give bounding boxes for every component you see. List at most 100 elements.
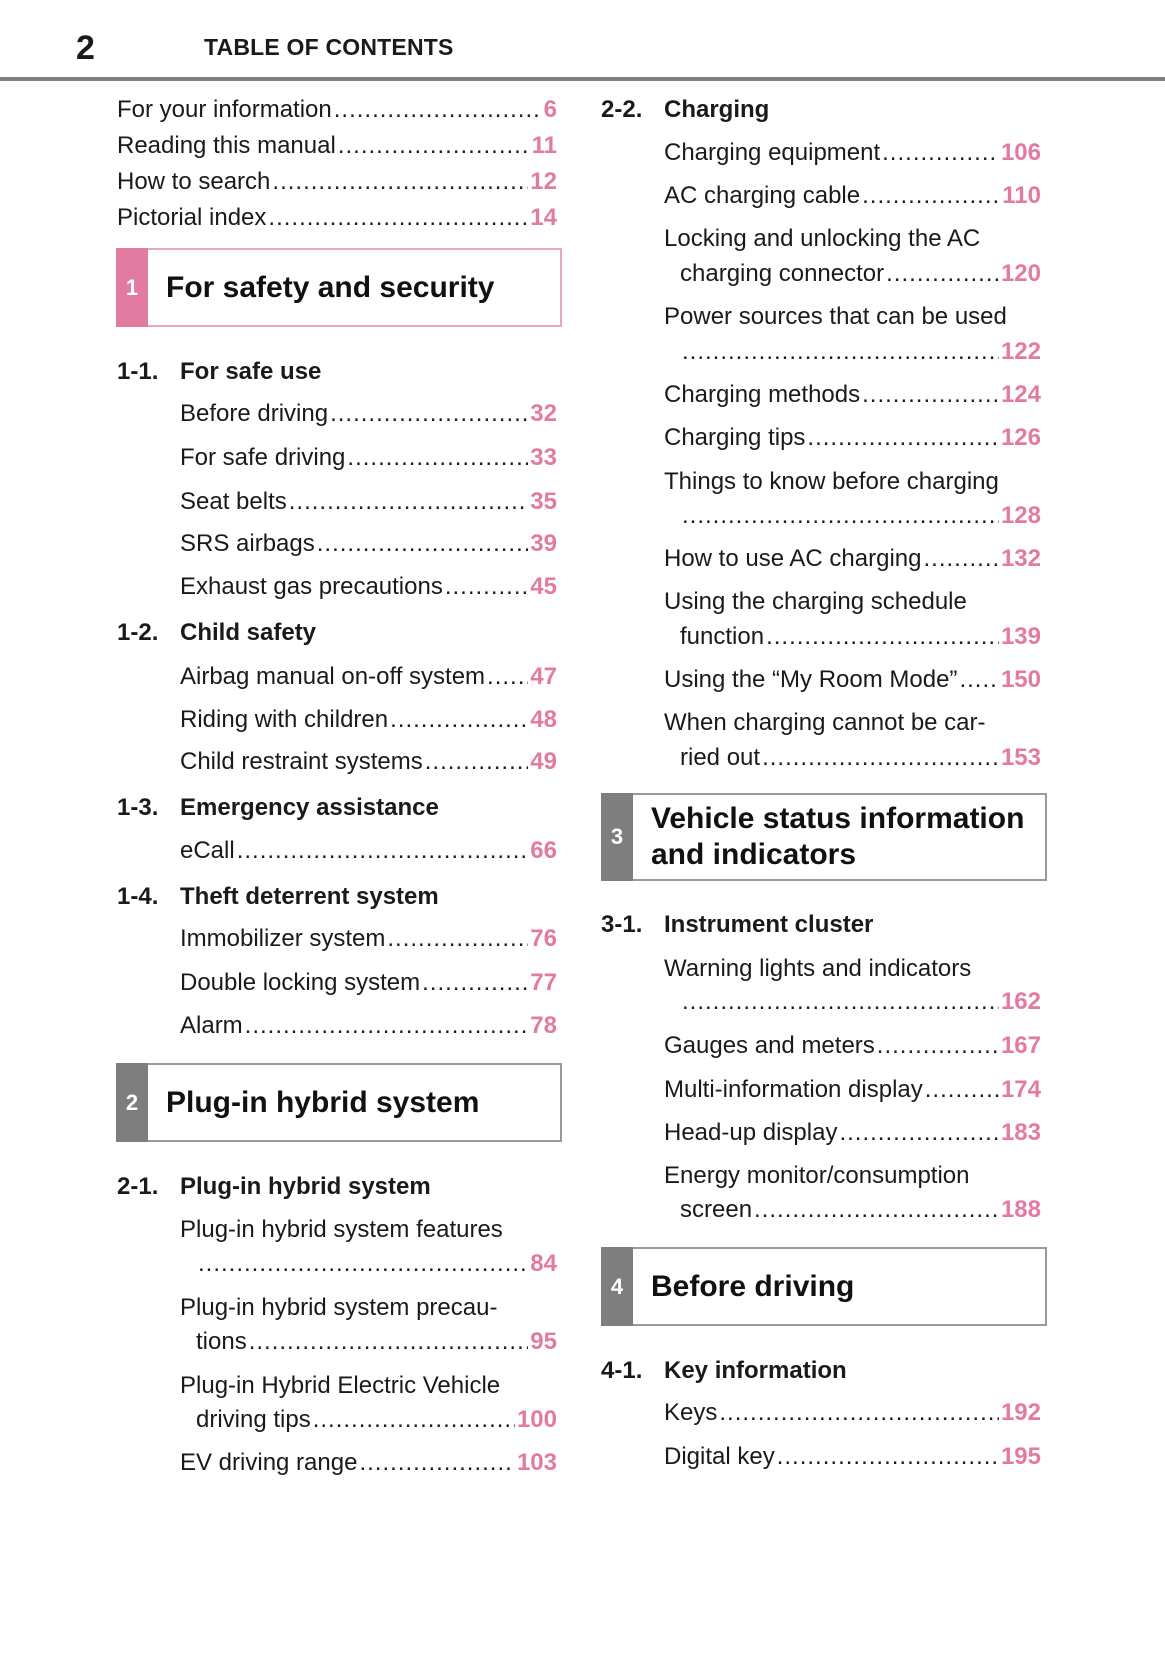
toc-entry-pictorial-index[interactable]: Pictorial index14 xyxy=(117,203,557,233)
toc-entry[interactable]: Seat belts35 xyxy=(180,487,557,517)
toc-entry[interactable]: Gauges and meters167 xyxy=(664,1031,1041,1061)
section-3-1-heading[interactable]: 3-1. Instrument cluster xyxy=(601,911,874,938)
page-ref: 84 xyxy=(530,1250,557,1277)
toc-entry[interactable]: Airbag manual on-off system47 xyxy=(180,662,557,692)
dot-leader xyxy=(682,987,999,1017)
page-ref: 162 xyxy=(1000,988,1041,1015)
page-ref: 47 xyxy=(530,663,557,690)
toc-entry[interactable]: 128 xyxy=(680,501,1041,531)
toc-entry[interactable]: 162 xyxy=(680,987,1041,1017)
section-1-3-heading[interactable]: 1-3. Emergency assistance xyxy=(117,794,439,821)
toc-entry[interactable]: function139 xyxy=(680,622,1041,652)
toc-entry[interactable]: Charging methods124 xyxy=(664,380,1041,410)
page-ref: 39 xyxy=(530,530,557,557)
page-ref: 95 xyxy=(530,1328,557,1355)
page-ref: 183 xyxy=(1000,1119,1041,1146)
toc-entry[interactable]: Exhaust gas precautions45 xyxy=(180,572,557,602)
toc-entry[interactable]: Before driving32 xyxy=(180,399,557,429)
toc-entry-how-to-search[interactable]: How to search12 xyxy=(117,167,557,197)
page-ref: 195 xyxy=(1000,1443,1041,1470)
toc-entry-for-your-information[interactable]: For your information6 xyxy=(117,95,557,125)
section-2-2-heading[interactable]: 2-2. Charging xyxy=(601,96,770,123)
dot-leader xyxy=(330,399,528,429)
dot-leader xyxy=(882,138,999,168)
page-ref: 132 xyxy=(1000,545,1041,572)
header-rule xyxy=(0,77,1165,81)
toc-entry[interactable]: eCall66 xyxy=(180,836,557,866)
toc-entry[interactable]: Alarm78 xyxy=(180,1011,557,1041)
toc-entry[interactable]: 84 xyxy=(196,1249,557,1279)
toc-entry-reading-this-manual[interactable]: Reading this manual11 xyxy=(117,131,557,161)
page-ref: 66 xyxy=(530,837,557,864)
dot-leader xyxy=(359,1448,515,1478)
section-1-4-heading[interactable]: 1-4. Theft deterrent system xyxy=(117,883,439,910)
page-ref: 106 xyxy=(1000,139,1041,166)
page-ref: 110 xyxy=(1002,182,1041,209)
page-ref: 14 xyxy=(530,204,557,231)
toc-entry-line1[interactable]: Locking and unlocking the AC xyxy=(664,225,981,252)
page-ref: 35 xyxy=(530,488,557,515)
toc-entry[interactable]: Double locking system77 xyxy=(180,968,557,998)
toc-entry-line1[interactable]: Power sources that can be used xyxy=(664,303,1007,330)
toc-entry[interactable]: screen188 xyxy=(680,1195,1041,1225)
toc-entry[interactable]: Digital key195 xyxy=(664,1442,1041,1472)
dot-leader xyxy=(923,544,998,574)
dot-leader xyxy=(886,259,999,289)
dot-leader xyxy=(719,1398,999,1428)
toc-entry[interactable]: Head-up display183 xyxy=(664,1118,1041,1148)
section-1-1-heading[interactable]: 1-1. For safe use xyxy=(117,358,322,385)
toc-entry[interactable]: Child restraint systems49 xyxy=(180,747,557,777)
dot-leader xyxy=(289,487,529,517)
toc-entry[interactable]: AC charging cable110 xyxy=(664,181,1041,211)
dot-leader xyxy=(777,1442,999,1472)
section-4-1-heading[interactable]: 4-1. Key information xyxy=(601,1357,847,1384)
toc-entry[interactable]: For safe driving33 xyxy=(180,443,557,473)
toc-entry[interactable]: EV driving range103 xyxy=(180,1448,557,1478)
chapter-2-header[interactable]: 2 Plug-in hybrid system xyxy=(116,1063,562,1142)
toc-entry[interactable]: How to use AC charging132 xyxy=(664,544,1041,574)
toc-entry-line1[interactable]: When charging cannot be car- xyxy=(664,709,986,736)
dot-leader xyxy=(807,423,999,453)
page-ref: 188 xyxy=(1000,1196,1041,1223)
page-ref: 33 xyxy=(530,444,557,471)
toc-entry-line1[interactable]: Using the charging schedule xyxy=(664,588,967,615)
page-ref: 150 xyxy=(1000,666,1041,693)
toc-entry[interactable]: SRS airbags39 xyxy=(180,529,557,559)
toc-entry[interactable]: ried out153 xyxy=(680,743,1041,773)
toc-entry-line1[interactable]: Warning lights and indicators xyxy=(664,955,972,982)
toc-entry-line1[interactable]: Plug-in Hybrid Electric Vehicle xyxy=(180,1372,501,1399)
page-ref: 103 xyxy=(516,1449,557,1476)
dot-leader xyxy=(334,95,542,125)
toc-entry[interactable]: Immobilizer system76 xyxy=(180,924,557,954)
toc-entry[interactable]: Riding with children48 xyxy=(180,705,557,735)
toc-entry[interactable]: Using the “My Room Mode”150 xyxy=(664,665,1041,695)
toc-entry[interactable]: Multi-information display174 xyxy=(664,1075,1041,1105)
toc-entry-line1[interactable]: Plug-in hybrid system features xyxy=(180,1216,503,1243)
toc-entry[interactable]: driving tips100 xyxy=(196,1405,557,1435)
page-ref: 45 xyxy=(530,573,557,600)
dot-leader xyxy=(387,924,528,954)
chapter-1-header[interactable]: 1 For safety and security xyxy=(116,248,562,327)
section-2-1-heading[interactable]: 2-1. Plug-in hybrid system xyxy=(117,1173,431,1200)
dot-leader xyxy=(682,337,999,367)
toc-entry[interactable]: charging connector120 xyxy=(680,259,1041,289)
dot-leader xyxy=(237,836,529,866)
page-number: 2 xyxy=(76,29,95,67)
toc-entry[interactable]: tions95 xyxy=(196,1327,557,1357)
toc-entry-line1[interactable]: Plug-in hybrid system precau- xyxy=(180,1294,498,1321)
page-ref: 49 xyxy=(530,748,557,775)
chapter-4-header[interactable]: 4 Before driving xyxy=(601,1247,1047,1326)
toc-entry-line1[interactable]: Energy monitor/consumption xyxy=(664,1162,970,1189)
page-ref: 77 xyxy=(530,969,557,996)
section-1-2-heading[interactable]: 1-2. Child safety xyxy=(117,619,317,646)
dot-leader xyxy=(862,181,1000,211)
page-ref: 124 xyxy=(1000,381,1041,408)
toc-entry-line1[interactable]: Things to know before charging xyxy=(664,468,999,495)
toc-entry[interactable]: 122 xyxy=(680,337,1041,367)
toc-entry[interactable]: Keys192 xyxy=(664,1398,1041,1428)
dot-leader xyxy=(925,1075,999,1105)
toc-entry[interactable]: Charging equipment106 xyxy=(664,138,1041,168)
toc-entry[interactable]: Charging tips126 xyxy=(664,423,1041,453)
dot-leader xyxy=(338,131,530,161)
chapter-3-header[interactable]: 3 Vehicle status information and indicat… xyxy=(601,793,1047,881)
